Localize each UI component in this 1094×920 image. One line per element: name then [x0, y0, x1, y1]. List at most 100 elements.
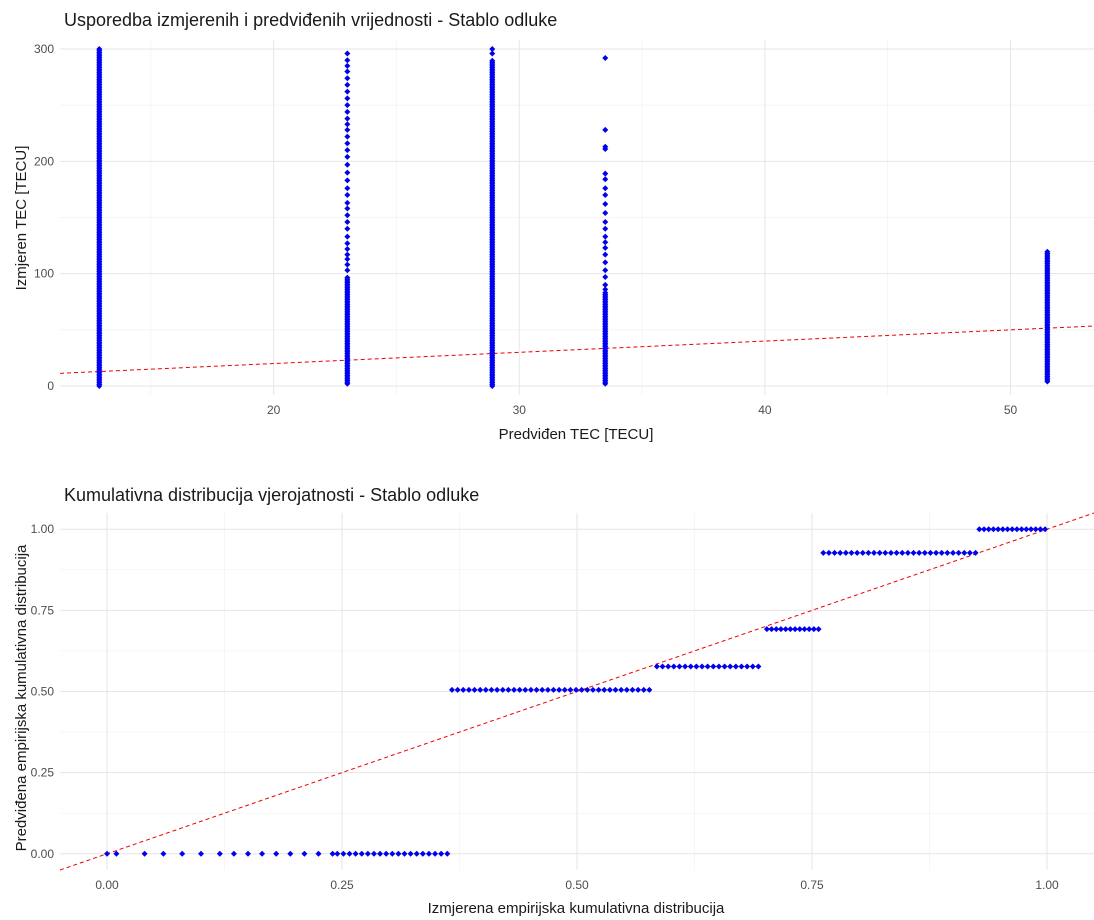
data-point [682, 663, 689, 670]
data-point [738, 663, 745, 670]
data-point [179, 850, 186, 857]
data-point [1018, 526, 1025, 533]
data-point [933, 549, 940, 556]
data-point [602, 286, 609, 293]
data-point [395, 850, 402, 857]
data-point [113, 850, 120, 857]
data-point [344, 274, 351, 281]
x-tick-label: 0.75 [800, 878, 824, 892]
y-tick-label: 0.75 [31, 603, 55, 617]
chart-measured-vs-predicted: Usporedba izmjerenih i predviđenih vrije… [13, 10, 1094, 443]
data-point [865, 549, 872, 556]
data-point [938, 549, 945, 556]
data-point [556, 686, 563, 693]
data-point [344, 169, 351, 176]
data-point [344, 251, 351, 258]
data-point [511, 686, 518, 693]
data-point [640, 686, 647, 693]
data-point [871, 549, 878, 556]
data-point [527, 686, 534, 693]
y-tick-label: 1.00 [31, 522, 55, 536]
data-point [539, 686, 546, 693]
data-point [792, 626, 799, 633]
data-point [230, 850, 237, 857]
data-point [344, 212, 351, 219]
y-tick-label: 0.00 [31, 847, 55, 861]
data-point [346, 850, 353, 857]
chart1-title: Usporedba izmjerenih i predviđenih vrije… [64, 10, 557, 30]
chart1-points [96, 45, 1051, 390]
y-tick-label: 0.25 [31, 766, 55, 780]
data-point [1009, 526, 1016, 533]
data-point [522, 686, 529, 693]
data-point [438, 850, 445, 857]
data-point [454, 686, 461, 693]
data-point [259, 850, 266, 857]
data-point [602, 267, 609, 274]
chart2-x-axis-label: Izmjerena empirijska kumulativna distrib… [428, 900, 725, 917]
data-point [1004, 526, 1011, 533]
data-point [1013, 526, 1020, 533]
data-point [344, 68, 351, 75]
data-point [623, 686, 630, 693]
data-point [602, 192, 609, 199]
data-point [768, 626, 775, 633]
data-point [344, 126, 351, 133]
x-tick-label: 20 [267, 403, 281, 417]
data-point [815, 626, 822, 633]
data-point [344, 133, 351, 140]
data-point [573, 686, 580, 693]
data-point [976, 526, 983, 533]
data-point [825, 549, 832, 556]
data-point [699, 663, 706, 670]
data-point [407, 850, 414, 857]
data-point [961, 549, 968, 556]
data-point [344, 199, 351, 206]
data-point [801, 626, 808, 633]
data-point [589, 686, 596, 693]
data-point [921, 549, 928, 556]
data-point [425, 850, 432, 857]
data-point [344, 121, 351, 128]
data-point [104, 850, 110, 857]
data-point [629, 686, 636, 693]
data-point [489, 57, 496, 64]
x-tick-label: 0.50 [565, 878, 589, 892]
data-point [755, 663, 762, 670]
data-point [796, 626, 803, 633]
data-point [602, 244, 609, 251]
data-point [602, 210, 609, 217]
data-point [820, 549, 827, 556]
data-point [602, 259, 609, 266]
data-point [273, 850, 280, 857]
data-point [602, 218, 609, 225]
data-point [602, 225, 609, 232]
data-point [344, 177, 351, 184]
x-tick-label: 0.00 [95, 878, 119, 892]
data-point [854, 549, 861, 556]
data-point [344, 205, 351, 212]
data-point [602, 239, 609, 246]
data-point [606, 686, 613, 693]
data-point [995, 526, 1002, 533]
data-point [950, 549, 956, 556]
data-point [955, 549, 962, 556]
data-point [444, 850, 451, 857]
data-point [676, 663, 683, 670]
data-point [344, 108, 351, 115]
data-point [344, 256, 351, 263]
data-point [505, 686, 512, 693]
data-point [584, 686, 591, 693]
data-point [773, 626, 780, 633]
data-point [358, 850, 365, 857]
data-point [601, 686, 608, 693]
data-point [482, 686, 489, 693]
data-point [749, 663, 756, 670]
data-point [344, 115, 351, 122]
x-tick-label: 50 [1004, 403, 1018, 417]
data-point [744, 663, 751, 670]
data-point [927, 549, 934, 556]
data-point [141, 850, 148, 857]
data-point [842, 549, 849, 556]
data-point [301, 850, 308, 857]
